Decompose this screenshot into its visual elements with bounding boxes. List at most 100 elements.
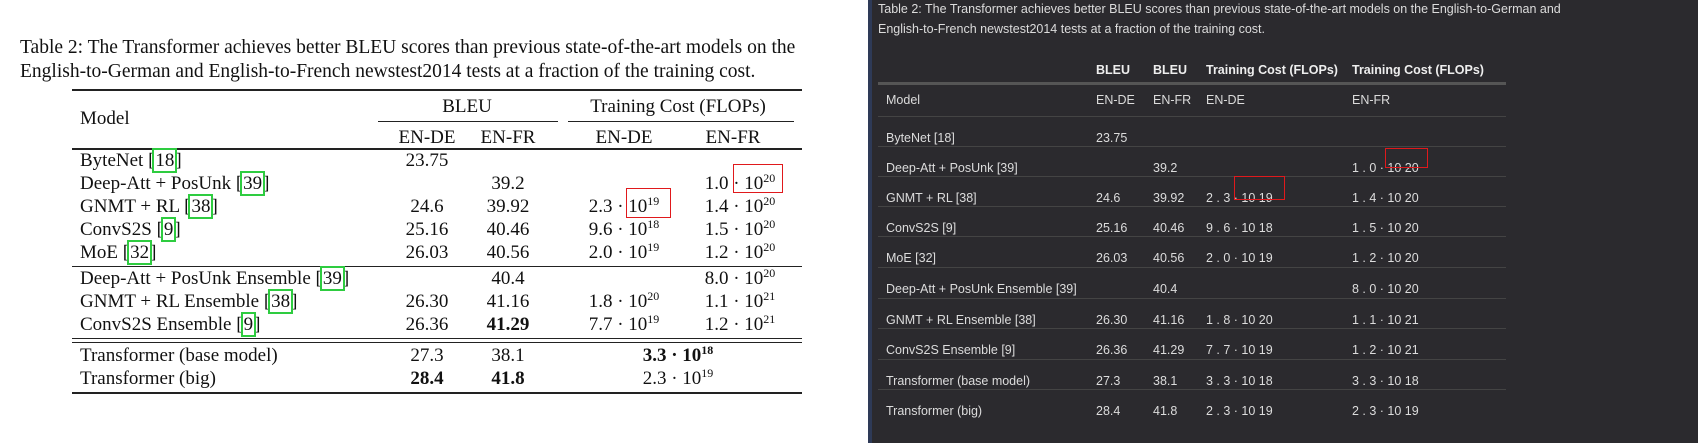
cost-en-fr: 1.0 · 1020 bbox=[704, 171, 776, 194]
model-name: ByteNet bbox=[80, 150, 149, 171]
bleu-en-de: 24.6 bbox=[1096, 191, 1121, 205]
subheader-en-de: EN-DE bbox=[1096, 93, 1135, 107]
model-name: Deep-Att + PosUnk Ensemble bbox=[80, 268, 316, 289]
model-name: Transformer (base model) bbox=[80, 345, 278, 366]
bleu-en-de: 25.16 bbox=[1096, 221, 1128, 235]
header-cost-en-de: EN-DE bbox=[595, 127, 653, 148]
citation-link[interactable]: 39 bbox=[240, 171, 266, 196]
cost-cmidrule bbox=[568, 121, 794, 122]
subheader-en-de: EN-DE bbox=[1206, 93, 1245, 107]
cost-en-de: 2 . 3 · 10 19 bbox=[1206, 191, 1273, 205]
bleu-en-de: 26.03 bbox=[405, 242, 449, 263]
row-model-name: GNMT + RL [38] bbox=[886, 191, 977, 205]
header-rule bbox=[878, 82, 1506, 85]
row-model-name: GNMT + RL Ensemble [38] bbox=[80, 289, 298, 314]
bottom-rule bbox=[72, 392, 802, 394]
cost-en-de: 7 . 7 · 10 19 bbox=[1206, 343, 1273, 357]
model-name: Transformer (big) bbox=[80, 368, 216, 389]
row-divider bbox=[878, 176, 1506, 177]
row-divider bbox=[878, 236, 1506, 237]
bleu-en-fr: 41.16 bbox=[1153, 313, 1185, 327]
row-divider bbox=[878, 359, 1506, 360]
highlight-box bbox=[733, 164, 783, 193]
rendered-table-panel: Table 2: The Transformer achieves better… bbox=[868, 0, 1698, 443]
model-name: MoE bbox=[80, 242, 123, 263]
bleu-en-de: 26.30 bbox=[1096, 313, 1128, 327]
bleu-en-fr: 40.56 bbox=[1153, 251, 1185, 265]
bleu-en-fr: 38.1 bbox=[491, 345, 525, 366]
bleu-en-fr: 38.1 bbox=[1153, 374, 1178, 388]
cost-en-fr: 1 . 2 · 10 20 bbox=[1352, 251, 1419, 265]
cost-en-fr: 1 . 2 · 10 21 bbox=[1352, 343, 1419, 357]
paper-table-image: Table 2: The Transformer achieves better… bbox=[20, 37, 802, 394]
bleu-en-de: 26.36 bbox=[405, 314, 449, 335]
cost-en-fr: 1.2 · 1020 bbox=[704, 240, 776, 263]
caption-line-2: English-to-French newstest2014 tests at … bbox=[878, 22, 1266, 36]
citation-link[interactable]: 9 bbox=[240, 312, 256, 337]
cost-en-de: 2.3 · 1019 bbox=[588, 194, 660, 217]
row-divider bbox=[878, 206, 1506, 207]
training-cost: 2.3 · 1019 bbox=[642, 366, 714, 389]
header-bleu: BLEU bbox=[442, 96, 492, 117]
model-name: GNMT + RL bbox=[80, 196, 185, 217]
header-model: Model bbox=[80, 108, 130, 129]
bleu-en-fr: 39.2 bbox=[1153, 161, 1178, 175]
citation-link[interactable]: 38 bbox=[268, 289, 294, 314]
row-divider bbox=[878, 389, 1506, 390]
bleu-en-de: 26.30 bbox=[405, 291, 449, 312]
row-model-name: Deep-Att + PosUnk Ensemble [39] bbox=[886, 282, 1077, 296]
cost-en-fr: 8.0 · 1020 bbox=[704, 266, 776, 289]
cost-en-fr: 8 . 0 · 10 20 bbox=[1352, 282, 1419, 296]
bleu-en-de: 27.3 bbox=[1096, 374, 1121, 388]
subheader-en-fr: EN-FR bbox=[1352, 93, 1391, 107]
header-cost: Training Cost (FLOPs) bbox=[1206, 63, 1338, 77]
citation-link[interactable]: 18 bbox=[152, 148, 178, 173]
model-name: ConvS2S bbox=[80, 219, 157, 240]
row-model-name: Transformer (big) bbox=[80, 368, 216, 390]
bleu-en-de: 27.3 bbox=[410, 345, 444, 366]
row-model-name: Deep-Att + PosUnk [39] bbox=[886, 161, 1018, 175]
bleu-en-de: 26.36 bbox=[1096, 343, 1128, 357]
cost-en-fr: 1 . 1 · 10 21 bbox=[1352, 313, 1419, 327]
bleu-en-fr: 39.2 bbox=[491, 173, 525, 194]
row-model-name: ConvS2S [9] bbox=[886, 221, 957, 235]
bleu-en-de: 24.6 bbox=[410, 196, 444, 217]
caption-line-1: Table 2: The Transformer achieves better… bbox=[878, 2, 1561, 16]
cost-en-fr: 2 . 3 · 10 19 bbox=[1352, 404, 1419, 418]
highlight-box bbox=[1385, 148, 1428, 168]
bleu-en-fr: 41.8 bbox=[1153, 404, 1178, 418]
highlight-box bbox=[1234, 176, 1285, 200]
highlight-box bbox=[626, 188, 671, 218]
bleu-en-fr: 40.56 bbox=[486, 242, 530, 263]
citation-link[interactable]: 38 bbox=[188, 194, 214, 219]
training-cost: 3.3 · 1018 bbox=[642, 343, 714, 366]
bleu-en-fr: 41.29 bbox=[1153, 343, 1185, 357]
row-model-name: ConvS2S Ensemble [9] bbox=[886, 343, 1016, 357]
bleu-en-fr: 41.16 bbox=[486, 291, 530, 312]
row-model: Model bbox=[886, 93, 921, 107]
bleu-en-fr: 40.46 bbox=[1153, 221, 1185, 235]
group-rule-1 bbox=[72, 266, 802, 267]
row-model-name: ConvS2S [9] bbox=[80, 217, 181, 242]
citation-link[interactable]: 39 bbox=[319, 266, 345, 291]
bleu-en-de: 28.4 bbox=[1096, 404, 1121, 418]
row-model-name: GNMT + RL Ensemble [38] bbox=[886, 313, 1036, 327]
group-rule-2b bbox=[72, 342, 802, 343]
cost-en-fr: 1.4 · 1020 bbox=[704, 194, 776, 217]
cost-en-de: 1.8 · 1020 bbox=[588, 289, 660, 312]
caption-line-1: Table 2: The Transformer achieves better… bbox=[20, 37, 796, 58]
bleu-en-fr: 39.92 bbox=[486, 196, 530, 217]
citation-link[interactable]: 32 bbox=[127, 240, 153, 265]
group-rule-2 bbox=[72, 338, 802, 339]
cost-en-fr: 1 . 0 · 10 20 bbox=[1352, 161, 1419, 175]
header-cost-en-fr: EN-FR bbox=[705, 127, 761, 148]
header-bleu-en-de: EN-DE bbox=[398, 127, 456, 148]
model-name: Deep-Att + PosUnk bbox=[80, 173, 236, 194]
citation-link[interactable]: 9 bbox=[160, 217, 177, 242]
row-divider bbox=[878, 298, 1506, 299]
caption-line-2: English-to-German and English-to-French … bbox=[20, 61, 756, 82]
bleu-cmidrule bbox=[378, 121, 558, 122]
row-model-name: MoE [32] bbox=[80, 240, 157, 265]
top-rule bbox=[72, 89, 802, 91]
row-model-name: Transformer (big) bbox=[886, 404, 983, 418]
